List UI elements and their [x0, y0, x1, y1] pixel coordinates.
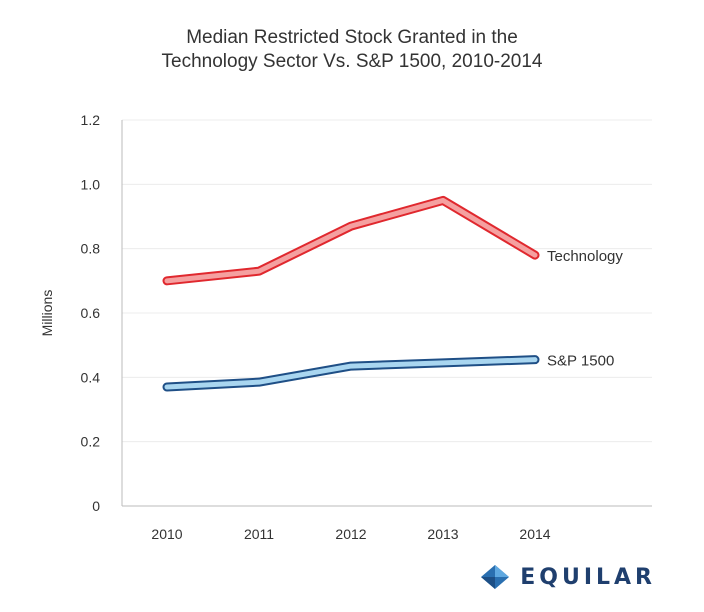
y-tick-label: 0	[92, 498, 100, 514]
x-tick-label: 2011	[244, 526, 274, 542]
series-label: S&P 1500	[547, 353, 614, 370]
y-tick-label: 1.0	[81, 176, 101, 192]
x-tick-label: 2014	[519, 526, 550, 542]
brand-name: EQUILAR	[520, 564, 656, 590]
y-tick-label: 0.6	[81, 305, 101, 321]
x-tick-label: 2010	[151, 526, 182, 542]
series-line-outline	[162, 195, 540, 286]
chart-title-line-2: Technology Sector Vs. S&P 1500, 2010-201…	[161, 51, 543, 72]
x-tick-label: 2013	[427, 526, 458, 542]
series-line	[164, 197, 538, 284]
y-tick-label: 1.2	[81, 112, 101, 128]
x-tick-label: 2012	[335, 526, 366, 542]
y-axis-label: Millions	[39, 290, 55, 337]
series-label: Technology	[547, 248, 623, 265]
y-tick-label: 0.8	[81, 241, 101, 257]
chart-title: Median Restricted Stock Granted in the T…	[0, 26, 704, 74]
chart-title-line-1: Median Restricted Stock Granted in the	[186, 27, 518, 48]
y-tick-label: 0.2	[81, 434, 101, 450]
brand-logo: EQUILAR	[480, 564, 656, 590]
y-tick-label: 0.4	[81, 369, 101, 385]
series-line	[164, 357, 538, 390]
equilar-diamond-icon	[481, 565, 510, 589]
